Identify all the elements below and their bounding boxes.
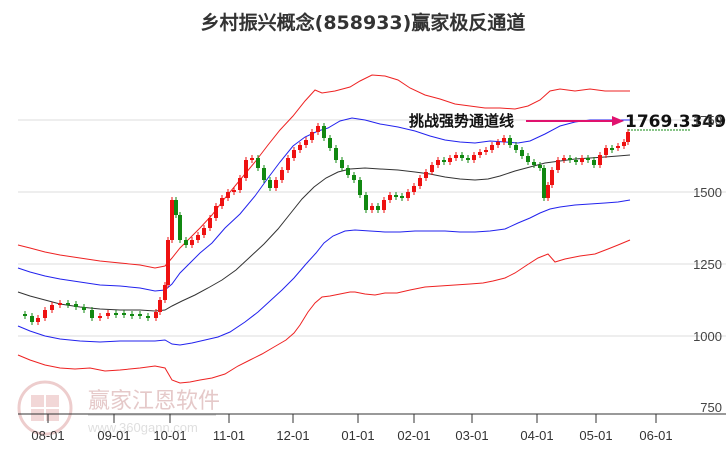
inner-upper-band bbox=[17, 117, 630, 292]
x-tick-03-01: 03-01 bbox=[455, 428, 488, 443]
x-tick-12-01: 12-01 bbox=[276, 428, 309, 443]
y-tick-1250: 1250 bbox=[693, 257, 722, 272]
last-value-label: 1769.3349 bbox=[625, 112, 726, 132]
gridlines bbox=[18, 119, 726, 337]
y-tick-1500: 1500 bbox=[693, 185, 722, 200]
x-tick-01-01: 01-01 bbox=[341, 428, 374, 443]
y-tick-1750: 1750 bbox=[693, 113, 722, 128]
annotation-label: 挑战强势通道线 bbox=[409, 112, 514, 130]
x-tick-08-01: 08-01 bbox=[31, 428, 64, 443]
chart-title: 乡村振兴概念(858933)赢家极反通道 bbox=[200, 12, 526, 34]
x-tick-04-01: 04-01 bbox=[520, 428, 553, 443]
x-tick-02-01: 02-01 bbox=[397, 428, 430, 443]
outer-upper-band bbox=[17, 74, 630, 269]
y-tick-750: 750 bbox=[700, 400, 722, 415]
watermark-brand: 赢家江恩软件 bbox=[88, 389, 220, 414]
candlesticks bbox=[23, 123, 630, 325]
y-tick-1000: 1000 bbox=[693, 329, 722, 344]
x-tick-05-01: 05-01 bbox=[579, 428, 612, 443]
x-tick-09-01: 09-01 bbox=[97, 428, 130, 443]
x-tick-10-01: 10-01 bbox=[153, 428, 186, 443]
x-axis: 08-01 09-01 10-01 11-01 12-01 01-01 02-0… bbox=[18, 413, 726, 443]
x-tick-06-01: 06-01 bbox=[639, 428, 672, 443]
watermark: 赢家江恩软件 www.360gann.com bbox=[17, 380, 220, 436]
inner-lower-band bbox=[17, 199, 631, 346]
annotation-arrow bbox=[526, 116, 624, 126]
outer-lower-band bbox=[17, 239, 631, 384]
watermark-url: www.360gann.com bbox=[87, 420, 198, 435]
y-axis: 1750 1500 1250 1000 750 bbox=[693, 113, 722, 415]
x-tick-11-01: 11-01 bbox=[213, 428, 245, 443]
mid-line bbox=[17, 154, 631, 312]
